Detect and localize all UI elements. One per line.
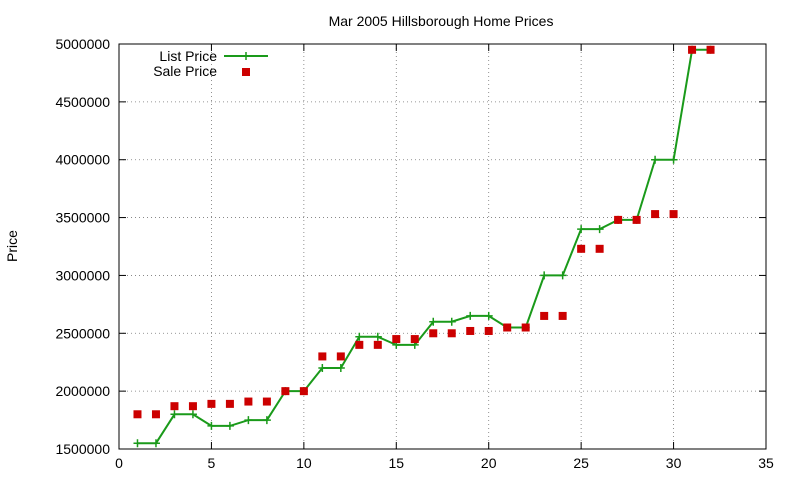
grid-lines xyxy=(119,44,766,449)
sale-price-point xyxy=(355,340,364,349)
sale-price-point xyxy=(706,45,715,54)
sale-price-point xyxy=(410,335,419,344)
sale-price-point xyxy=(133,410,142,419)
sale-price-point xyxy=(336,352,345,361)
y-tick-label: 3500000 xyxy=(55,210,110,226)
y-tick-label: 2000000 xyxy=(55,383,110,399)
list-price-point xyxy=(244,416,253,425)
sale-price-point xyxy=(447,329,456,338)
sale-price-point xyxy=(651,210,660,219)
list-price-point xyxy=(133,439,142,448)
x-tick-label: 15 xyxy=(388,455,404,471)
list-price-point xyxy=(558,271,567,280)
sale-price-point xyxy=(632,215,641,224)
x-tick-label: 35 xyxy=(758,455,774,471)
sale-price-point xyxy=(262,397,271,406)
y-tick-label: 5000000 xyxy=(55,36,110,52)
x-tick-label: 0 xyxy=(115,455,123,471)
sale-price-point xyxy=(281,387,290,396)
sale-price-point xyxy=(188,402,197,411)
list-price-point xyxy=(207,421,216,430)
list-price-point xyxy=(373,332,382,341)
list-price-point xyxy=(669,155,678,164)
y-tick-label: 1500000 xyxy=(55,441,110,457)
list-price-point xyxy=(151,439,160,448)
x-tick-label: 30 xyxy=(666,455,682,471)
list-price-point xyxy=(484,311,493,320)
list-price-line xyxy=(137,48,711,445)
list-price-point xyxy=(429,317,438,326)
y-tick-label: 3000000 xyxy=(55,267,110,283)
chart-title: Mar 2005 Hillsborough Home Prices xyxy=(329,13,554,29)
sale-price-point xyxy=(466,326,475,335)
sale-price-point xyxy=(392,335,401,344)
sale-price-point xyxy=(558,311,567,320)
x-tick-label: 10 xyxy=(296,455,312,471)
x-tick-label: 20 xyxy=(481,455,497,471)
y-tick-label: 4000000 xyxy=(55,152,110,168)
list-price-point xyxy=(170,410,179,419)
sale-price-point xyxy=(207,399,216,408)
sale-price-point xyxy=(521,323,530,332)
sale-price-point xyxy=(577,244,586,253)
list-price-point xyxy=(540,271,549,280)
sale-price-point xyxy=(225,399,234,408)
sale-price-point xyxy=(373,340,382,349)
legend-marker-list-price xyxy=(242,52,250,60)
list-price-point xyxy=(318,364,327,372)
legend-marker-sale-price xyxy=(242,68,250,76)
x-tick-label: 5 xyxy=(208,455,216,471)
sale-price-point xyxy=(429,329,438,338)
sale-price-point xyxy=(503,323,512,332)
x-tick-label: 25 xyxy=(573,455,589,471)
sale-price-point xyxy=(595,244,604,253)
plot-frame xyxy=(118,43,767,450)
sale-price-point xyxy=(484,326,493,335)
list-price-point xyxy=(577,225,586,234)
sale-price-point xyxy=(688,45,697,54)
legend-label-list-price: List Price xyxy=(159,48,217,64)
axis-ticks: 0 5 10 15 20 25 30 35 1500000 2000000 2500000 30000… xyxy=(55,36,774,471)
y-axis-label: Price xyxy=(4,230,20,262)
series-group xyxy=(133,45,715,448)
sale-price-point xyxy=(669,210,678,219)
list-price-point xyxy=(336,364,345,372)
list-price-point xyxy=(262,416,271,425)
list-price-point xyxy=(355,332,364,341)
sale-price-point xyxy=(299,387,308,396)
y-tick-label: 4500000 xyxy=(55,94,110,110)
list-price-point xyxy=(651,155,660,164)
list-price-point xyxy=(188,410,197,419)
list-price-point xyxy=(225,421,234,430)
list-price-point xyxy=(447,317,456,326)
sale-price-point xyxy=(614,215,623,224)
list-price-point xyxy=(595,225,604,234)
legend-label-sale-price: Sale Price xyxy=(153,63,217,79)
sale-price-point xyxy=(318,352,327,361)
list-price-point xyxy=(466,311,475,320)
sale-price-point xyxy=(540,311,549,320)
sale-price-point xyxy=(170,402,179,411)
sale-price-point xyxy=(151,410,160,419)
y-tick-label: 2500000 xyxy=(55,325,110,341)
sale-price-point xyxy=(244,397,253,406)
